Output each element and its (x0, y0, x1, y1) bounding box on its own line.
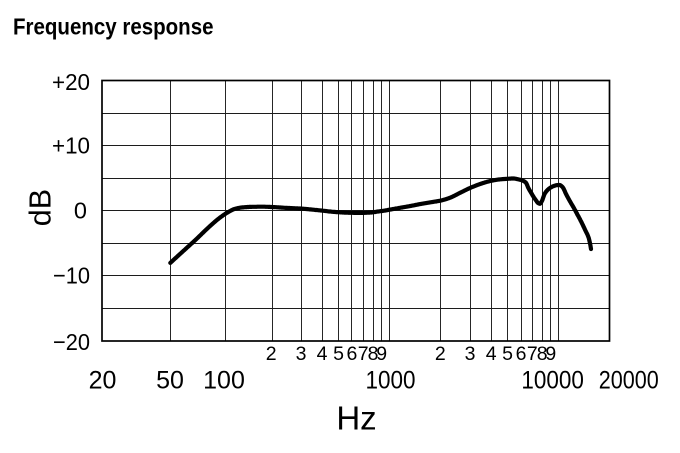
svg-text:100: 100 (203, 367, 245, 395)
svg-text:3: 3 (465, 343, 476, 365)
svg-text:20: 20 (89, 367, 117, 395)
svg-text:9: 9 (376, 343, 387, 365)
svg-text:Frequency response: Frequency response (13, 14, 214, 40)
svg-text:9: 9 (545, 343, 556, 365)
svg-text:6: 6 (346, 343, 357, 365)
svg-text:2: 2 (435, 343, 446, 365)
svg-text:−20: −20 (53, 329, 90, 355)
svg-text:−10: −10 (53, 263, 90, 289)
svg-text:5: 5 (333, 343, 344, 365)
svg-text:8: 8 (537, 343, 548, 365)
svg-text:7: 7 (527, 343, 538, 365)
svg-text:8: 8 (368, 343, 379, 365)
svg-text:1000: 1000 (366, 367, 416, 395)
svg-text:50: 50 (156, 367, 184, 395)
svg-text:3: 3 (296, 343, 307, 365)
svg-text:0: 0 (74, 197, 87, 223)
svg-text:Hz: Hz (336, 400, 376, 437)
svg-text:6: 6 (516, 343, 527, 365)
svg-text:5: 5 (502, 343, 513, 365)
svg-text:dB: dB (24, 189, 58, 226)
svg-text:+10: +10 (52, 133, 90, 159)
svg-text:4: 4 (317, 343, 328, 365)
svg-text:2: 2 (266, 343, 277, 365)
svg-text:10000: 10000 (521, 367, 584, 395)
svg-text:7: 7 (358, 343, 369, 365)
svg-text:4: 4 (486, 343, 497, 365)
svg-text:20000: 20000 (599, 367, 659, 395)
svg-text:+20: +20 (52, 69, 90, 95)
